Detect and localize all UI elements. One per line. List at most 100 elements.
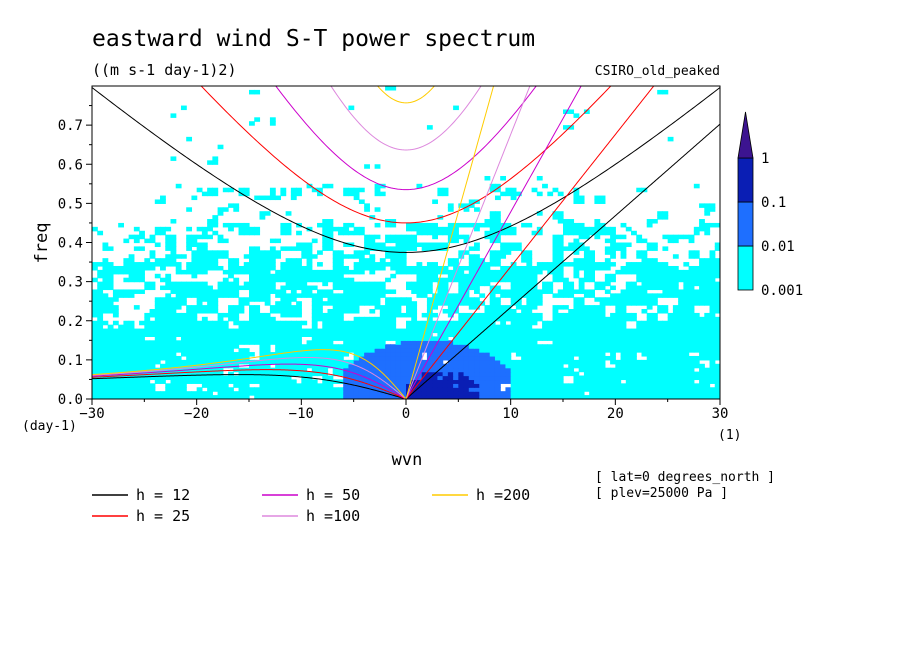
heatmap-cell xyxy=(353,359,360,365)
heatmap-cell xyxy=(296,387,302,392)
heatmap-cell xyxy=(170,254,177,259)
heatmap-cell xyxy=(107,269,114,275)
heatmap-cell xyxy=(578,324,585,330)
heatmap-cell xyxy=(285,297,292,302)
heatmap-cell xyxy=(521,355,527,361)
heatmap-cell xyxy=(636,367,643,373)
heatmap-cell xyxy=(92,352,98,357)
heatmap-cell xyxy=(290,379,297,384)
heatmap-cell xyxy=(379,324,386,330)
colorbar-segment xyxy=(737,245,754,291)
heatmap-cell xyxy=(400,258,407,263)
heatmap-cell xyxy=(714,336,720,341)
heatmap-cell xyxy=(280,246,287,251)
heatmap-cell xyxy=(212,379,219,384)
y-tick-label: 0.0 xyxy=(58,392,83,408)
heatmap-cell xyxy=(228,352,234,357)
heatmap-cell xyxy=(699,395,705,399)
heatmap-cell xyxy=(678,359,684,365)
heatmap-cell xyxy=(484,355,491,361)
heatmap-cell xyxy=(557,340,564,345)
heatmap-cell xyxy=(92,348,98,353)
heatmap-cell xyxy=(646,355,653,361)
heatmap-cell xyxy=(484,305,491,310)
heatmap-cell xyxy=(416,340,423,345)
heatmap-cell xyxy=(651,281,658,287)
heatmap-cell xyxy=(510,316,517,322)
heatmap-cell xyxy=(631,301,637,306)
heatmap-cell xyxy=(128,359,135,365)
heatmap-cell xyxy=(458,352,465,357)
heatmap-cell xyxy=(154,301,161,306)
heatmap-cell xyxy=(468,328,475,334)
heatmap-cell xyxy=(254,395,261,399)
heatmap-cell xyxy=(133,387,140,392)
heatmap-cell xyxy=(479,379,486,384)
heatmap-cell xyxy=(317,191,323,197)
heatmap-cell xyxy=(458,383,465,388)
heatmap-cell xyxy=(269,238,276,244)
heatmap-cell xyxy=(594,328,601,334)
heatmap-cell xyxy=(468,332,475,337)
heatmap-cell xyxy=(557,348,564,353)
heatmap-cell xyxy=(264,262,271,267)
heatmap-cell xyxy=(599,332,606,337)
heatmap-cell xyxy=(222,312,229,318)
heatmap-cell xyxy=(688,289,695,294)
heatmap-cell xyxy=(704,332,711,337)
heatmap-cell xyxy=(505,226,512,232)
heatmap-cell xyxy=(578,355,585,361)
heatmap-cell xyxy=(369,355,376,361)
heatmap-cell xyxy=(264,340,271,345)
heatmap-cell xyxy=(238,332,245,337)
heatmap-cell xyxy=(306,359,313,365)
heatmap-cell xyxy=(468,269,475,275)
heatmap-cell xyxy=(557,293,564,298)
heatmap-cell xyxy=(259,250,266,255)
heatmap-cell xyxy=(625,340,632,345)
heatmap-cell xyxy=(442,226,449,232)
heatmap-cell xyxy=(468,273,475,279)
heatmap-cell xyxy=(390,395,397,399)
heatmap-cell xyxy=(505,265,512,271)
heatmap-cell xyxy=(678,387,684,392)
heatmap-cell xyxy=(102,367,109,373)
heatmap-cell xyxy=(709,363,716,369)
heatmap-cell xyxy=(683,305,690,310)
heatmap-cell xyxy=(714,352,720,357)
heatmap-cell xyxy=(573,195,580,201)
heatmap-cell xyxy=(201,340,208,345)
heatmap-cell xyxy=(332,316,339,322)
heatmap-cell xyxy=(531,305,538,310)
heatmap-cell xyxy=(531,328,538,334)
heatmap-cell xyxy=(186,395,193,399)
heatmap-cell xyxy=(296,187,302,193)
heatmap-cell xyxy=(259,352,266,357)
heatmap-cell xyxy=(510,277,517,283)
heatmap-cell xyxy=(275,328,281,334)
heatmap-cell xyxy=(563,289,569,294)
heatmap-cell xyxy=(343,363,350,369)
heatmap-cell xyxy=(332,328,339,334)
heatmap-cell xyxy=(583,328,590,334)
heatmap-cell xyxy=(212,215,219,220)
heatmap-cell xyxy=(196,344,203,349)
heatmap-cell xyxy=(547,344,554,349)
heatmap-cell xyxy=(421,371,428,377)
heatmap-cell xyxy=(343,387,350,392)
heatmap-cell xyxy=(667,285,674,291)
heatmap-cell xyxy=(217,289,224,294)
heatmap-cell xyxy=(275,289,281,294)
heatmap-cell xyxy=(714,262,720,267)
heatmap-cell xyxy=(526,379,533,384)
heatmap-cell xyxy=(620,391,627,396)
heatmap-cell xyxy=(515,273,522,279)
heatmap-cell xyxy=(201,305,208,310)
heatmap-cell xyxy=(432,301,438,306)
heatmap-cell xyxy=(557,359,564,365)
heatmap-cell xyxy=(531,371,538,377)
heatmap-cell xyxy=(139,246,145,251)
heatmap-cell xyxy=(557,375,564,381)
heatmap-cell xyxy=(594,340,601,345)
heatmap-cell xyxy=(128,289,135,294)
